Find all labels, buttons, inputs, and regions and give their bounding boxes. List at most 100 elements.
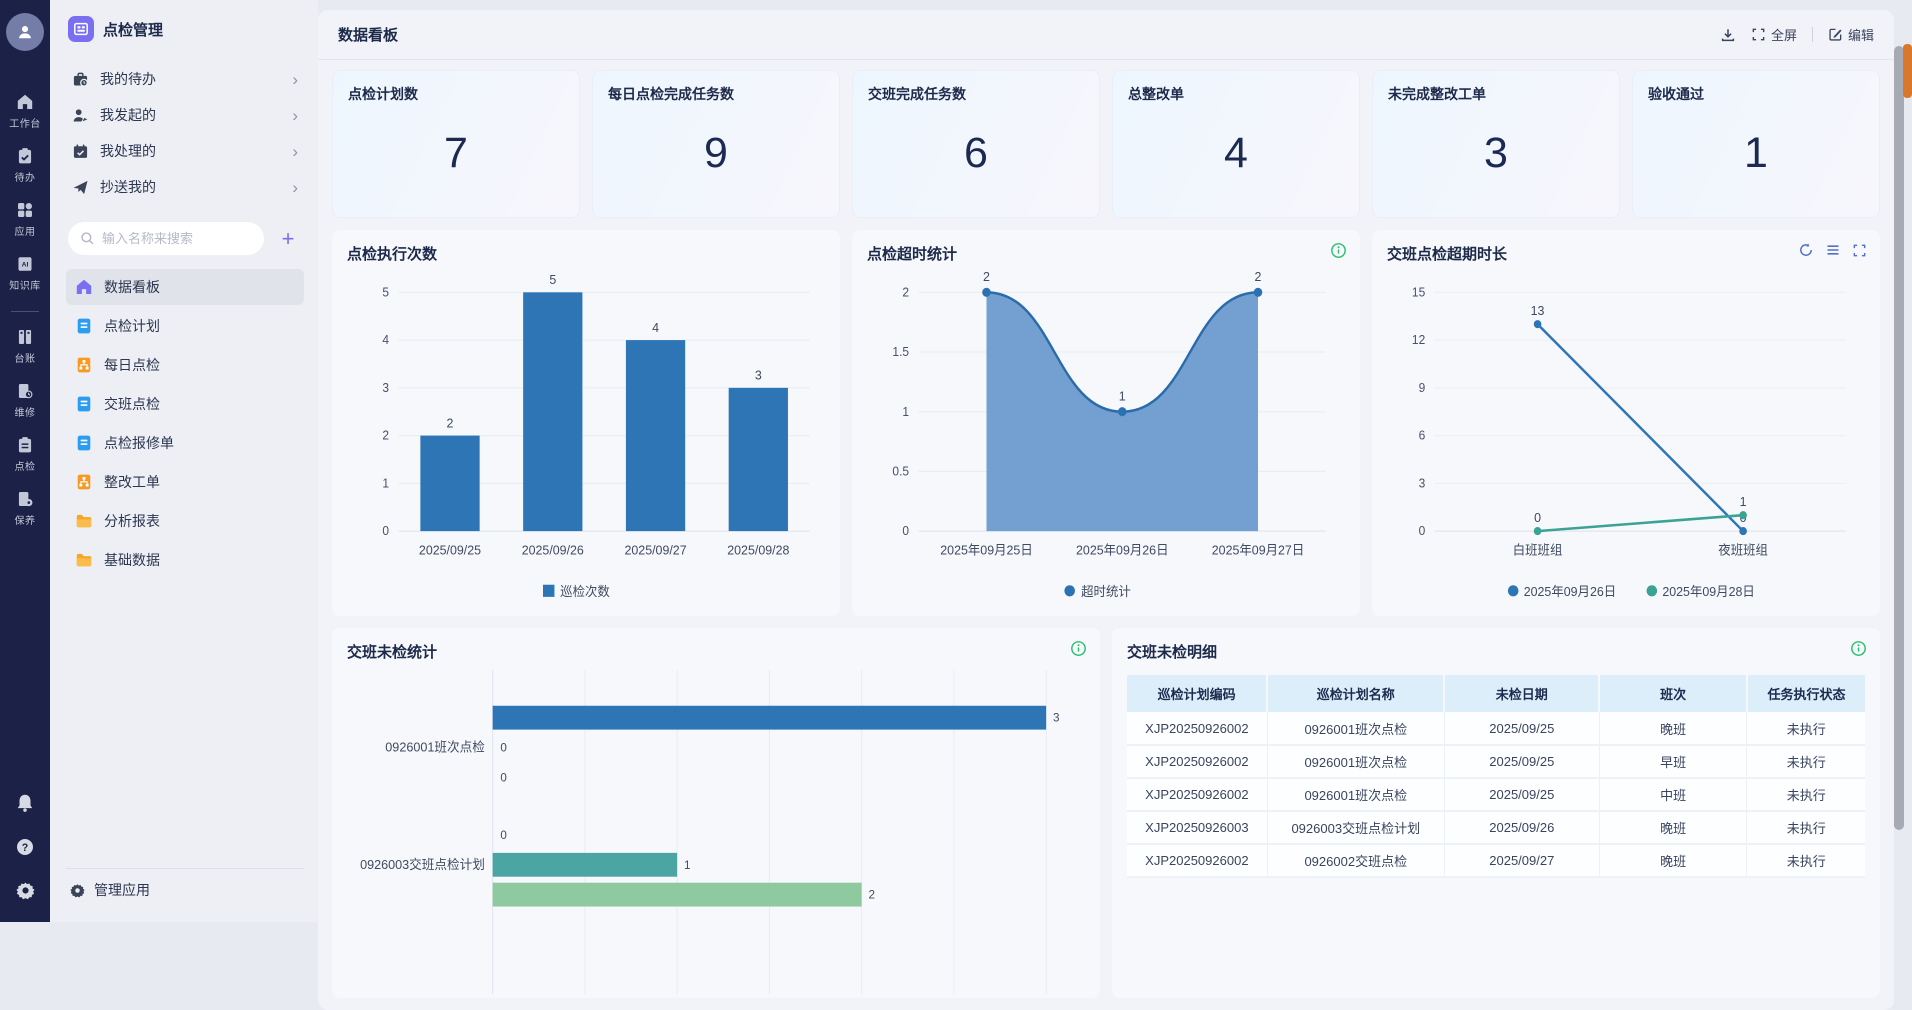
svg-text:2025年09月25日: 2025年09月25日 xyxy=(940,542,1032,557)
svg-text:AI: AI xyxy=(22,261,29,268)
sidebar-item-基础数据[interactable]: 基础数据 xyxy=(66,542,304,578)
table-header-cell: 班次 xyxy=(1599,675,1747,712)
sidebar-groups: 我的待办›我发起的›我处理的›抄送我的› xyxy=(66,62,304,204)
rail-item-6[interactable]: 维修 xyxy=(15,382,36,419)
svg-text:2025/09/27: 2025/09/27 xyxy=(624,542,686,557)
area-chart: 00.511.5222025年09月25日12025年09月26日22025年0… xyxy=(867,264,1345,608)
legend-swatch[interactable] xyxy=(1508,585,1519,596)
kpi-value: 6 xyxy=(868,104,1084,217)
rail-item-5[interactable]: 台账 xyxy=(15,328,36,365)
folder-icon xyxy=(75,551,93,569)
sidebar-group-我的待办[interactable]: 我的待办› xyxy=(66,62,304,96)
info-icon[interactable] xyxy=(1070,640,1087,657)
table-cell: 晚班 xyxy=(1599,844,1747,877)
table-cell: 早班 xyxy=(1599,745,1747,778)
panel-scrollbar[interactable] xyxy=(1894,46,1904,830)
svg-text:5: 5 xyxy=(382,285,389,299)
info-icon[interactable] xyxy=(1330,242,1347,259)
rail-item-label: 工作台 xyxy=(9,115,41,130)
svg-text:超时统计: 超时统计 xyxy=(1081,584,1131,599)
my-todo-icon xyxy=(72,71,89,88)
table-cell: 晚班 xyxy=(1599,712,1747,745)
sidebar-group-我处理的[interactable]: 我处理的› xyxy=(66,134,304,168)
search-input-wrap[interactable] xyxy=(68,222,264,255)
sidebar-item-label: 点检计划 xyxy=(104,316,160,336)
chart-title: 点检执行次数 xyxy=(347,243,825,264)
help-icon[interactable]: ? xyxy=(15,837,35,857)
divider xyxy=(1812,27,1813,42)
sidebar-group-我发起的[interactable]: 我发起的› xyxy=(66,98,304,132)
sidebar-item-每日点检[interactable]: 每日点检 xyxy=(66,347,304,383)
rail-item-1[interactable]: 工作台 xyxy=(9,93,41,130)
table-cell: 2025/09/25 xyxy=(1444,745,1599,778)
list-view-icon[interactable] xyxy=(1825,242,1841,258)
folder-icon xyxy=(75,512,93,530)
chart-title: 交班未检统计 xyxy=(347,641,1085,662)
search-input[interactable] xyxy=(102,231,252,246)
inspect-icon xyxy=(16,436,34,454)
org-icon xyxy=(75,356,93,374)
expand-icon[interactable] xyxy=(1852,243,1867,258)
kpi-value: 9 xyxy=(608,104,824,217)
chevron-right-icon: › xyxy=(292,143,298,160)
sidebar-item-交班点检[interactable]: 交班点检 xyxy=(66,386,304,422)
bar-chart: 01234522025/09/2552025/09/2642025/09/273… xyxy=(347,264,825,608)
svg-text:0926001班次点检: 0926001班次点检 xyxy=(385,739,485,754)
maintain-icon xyxy=(16,490,34,508)
refresh-icon[interactable] xyxy=(1798,242,1814,258)
svg-text:3: 3 xyxy=(1053,712,1060,725)
ledger-icon xyxy=(16,328,34,346)
fullscreen-button[interactable]: 全屏 xyxy=(1751,25,1797,44)
table-header-cell: 巡检计划名称 xyxy=(1267,675,1444,712)
edit-button[interactable]: 编辑 xyxy=(1828,25,1874,44)
line-chart: 03691215白班班组夜班班组130012025年09月26日2025年09月… xyxy=(1387,264,1865,608)
sidebar-item-数据看板[interactable]: 数据看板 xyxy=(66,269,304,305)
rail-item-2[interactable]: 待办 xyxy=(15,147,36,184)
gear-icon xyxy=(70,883,85,898)
legend-swatch[interactable] xyxy=(1647,585,1658,596)
table-cell: 0926001班次点检 xyxy=(1267,745,1444,778)
panel-header: 数据看板 全屏 编辑 xyxy=(318,10,1894,60)
table-cell: 2025/09/26 xyxy=(1444,811,1599,844)
avatar[interactable] xyxy=(6,13,44,51)
svg-text:2025/09/26: 2025/09/26 xyxy=(522,542,584,557)
sidebar-item-label: 基础数据 xyxy=(104,550,160,570)
sidebar-item-分析报表[interactable]: 分析报表 xyxy=(66,503,304,539)
rail-item-3[interactable]: 应用 xyxy=(15,201,36,238)
manage-apps-button[interactable]: 管理应用 xyxy=(70,880,300,900)
org-icon xyxy=(75,473,93,491)
sidebar-item-点检报修单[interactable]: 点检报修单 xyxy=(66,425,304,461)
rail-item-8[interactable]: 保养 xyxy=(15,490,36,527)
svg-text:2025年09月28日: 2025年09月28日 xyxy=(1662,584,1754,599)
svg-text:2: 2 xyxy=(382,428,389,442)
info-icon[interactable] xyxy=(1850,640,1867,657)
sidebar-item-label: 点检报修单 xyxy=(104,433,174,453)
gear-icon[interactable] xyxy=(16,881,35,900)
svg-text:3: 3 xyxy=(382,381,389,395)
rail-item-label: 点检 xyxy=(15,458,36,473)
rail-item-label: 应用 xyxy=(15,223,36,238)
download-button[interactable] xyxy=(1720,27,1736,43)
handled-icon xyxy=(72,143,89,160)
rail-bottom: ? xyxy=(15,793,35,922)
legend-swatch[interactable] xyxy=(543,585,554,597)
add-button[interactable]: + xyxy=(274,225,302,253)
legend-swatch[interactable] xyxy=(1064,585,1075,596)
bell-icon[interactable] xyxy=(15,793,35,813)
sidebar-item-整改工单[interactable]: 整改工单 xyxy=(66,464,304,500)
sidebar-group-抄送我的[interactable]: 抄送我的› xyxy=(66,170,304,204)
sidebar-item-label: 交班点检 xyxy=(104,394,160,414)
dashboard-icon xyxy=(75,278,93,296)
table-cell: 2025/09/27 xyxy=(1444,844,1599,877)
svg-text:0: 0 xyxy=(382,524,389,538)
window-scrollbar-thumb[interactable] xyxy=(1903,44,1912,98)
sidebar-item-点检计划[interactable]: 点检计划 xyxy=(66,308,304,344)
rail-item-7[interactable]: 点检 xyxy=(15,436,36,473)
